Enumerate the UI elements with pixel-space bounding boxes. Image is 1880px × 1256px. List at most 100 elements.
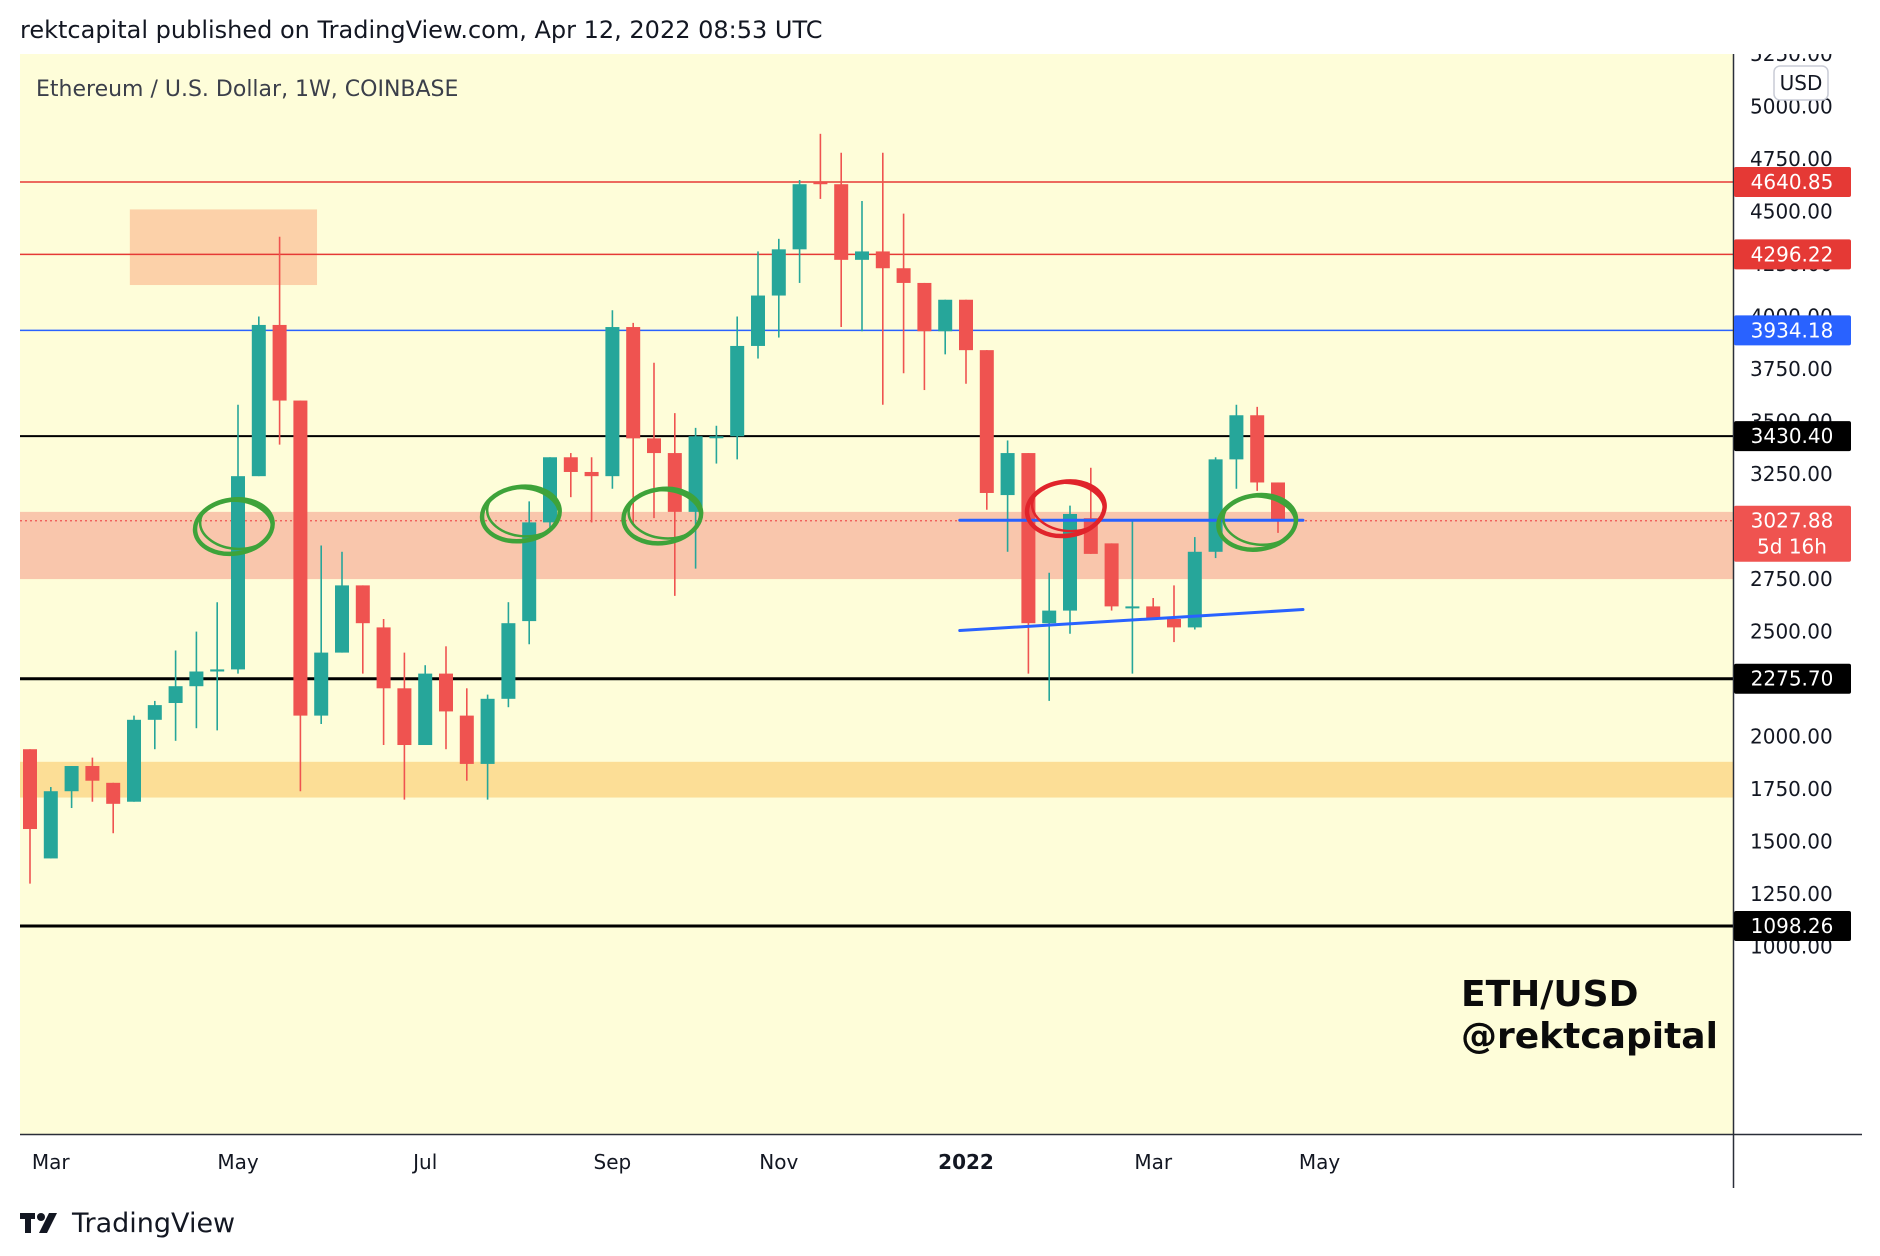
candle-body[interactable] — [938, 299, 953, 332]
candlestick-chart[interactable]: Ethereum / U.S. Dollar, 1W, COINBASE ETH… — [20, 54, 1862, 1188]
candle-body[interactable] — [792, 184, 807, 250]
candle-body[interactable] — [813, 182, 828, 185]
candle[interactable] — [1250, 406, 1265, 491]
candle[interactable] — [855, 201, 869, 332]
candle-body[interactable] — [85, 766, 100, 781]
candle-body[interactable] — [667, 453, 682, 512]
candle[interactable] — [771, 238, 786, 338]
price-chart[interactable]: Ethereum / U.S. Dollar, 1W, COINBASE ETH… — [20, 54, 1862, 1188]
candle[interactable] — [293, 400, 308, 792]
candle[interactable] — [376, 618, 391, 746]
candle-body[interactable] — [335, 585, 349, 653]
candle[interactable] — [418, 665, 433, 746]
candle[interactable] — [23, 749, 37, 884]
candle[interactable] — [210, 602, 225, 731]
candle[interactable] — [272, 236, 287, 445]
candle[interactable] — [231, 404, 245, 674]
candle-body[interactable] — [771, 249, 786, 296]
candle[interactable] — [1042, 572, 1057, 701]
candle[interactable] — [896, 213, 911, 374]
candle-body[interactable] — [959, 299, 973, 351]
candle-body[interactable] — [875, 251, 890, 269]
candle-body[interactable] — [751, 295, 765, 346]
candle[interactable] — [917, 282, 932, 391]
candle[interactable] — [875, 152, 890, 405]
candle-body[interactable] — [127, 719, 141, 802]
candle[interactable] — [584, 457, 599, 523]
candle-body[interactable] — [272, 324, 287, 401]
candle-body[interactable] — [210, 669, 225, 672]
candle-body[interactable] — [543, 457, 557, 523]
candle-body[interactable] — [64, 766, 79, 792]
candle-body[interactable] — [314, 652, 329, 716]
footer-logo[interactable]: TradingView — [20, 1206, 235, 1240]
candle[interactable] — [64, 766, 79, 809]
candle[interactable] — [563, 453, 578, 498]
candle-body[interactable] — [1063, 513, 1077, 611]
candle-body[interactable] — [480, 698, 495, 764]
candle-body[interactable] — [43, 791, 58, 859]
candle-body[interactable] — [418, 673, 433, 746]
candle[interactable] — [1000, 440, 1015, 552]
candle-body[interactable] — [584, 471, 599, 477]
candle-body[interactable] — [397, 688, 412, 746]
candle[interactable] — [730, 316, 745, 460]
candle[interactable] — [667, 413, 682, 596]
candle-body[interactable] — [251, 324, 266, 477]
candle[interactable] — [459, 688, 474, 781]
candle[interactable] — [335, 551, 349, 653]
candle[interactable] — [709, 425, 724, 464]
candle[interactable] — [480, 694, 495, 800]
candle[interactable] — [127, 715, 141, 802]
candle-body[interactable] — [1104, 543, 1119, 607]
candle-body[interactable] — [834, 184, 849, 260]
candle-body[interactable] — [1250, 415, 1265, 483]
candle[interactable] — [314, 545, 329, 725]
candle[interactable] — [85, 757, 100, 802]
candle-body[interactable] — [1167, 618, 1181, 628]
candle[interactable] — [1229, 404, 1244, 489]
candle[interactable] — [251, 316, 266, 477]
currency-badge[interactable] — [1773, 65, 1829, 101]
candle[interactable] — [792, 180, 807, 283]
candle-body[interactable] — [106, 782, 121, 804]
candle[interactable] — [605, 310, 620, 489]
candle-body[interactable] — [855, 251, 869, 260]
candle[interactable] — [439, 646, 453, 750]
candle-body[interactable] — [605, 327, 620, 477]
candle-body[interactable] — [168, 686, 183, 704]
candle[interactable] — [938, 299, 953, 355]
candle-body[interactable] — [1187, 551, 1202, 628]
candle-body[interactable] — [688, 436, 703, 512]
candle[interactable] — [1146, 597, 1161, 619]
candle[interactable] — [834, 152, 849, 328]
candle-body[interactable] — [563, 457, 578, 472]
candle[interactable] — [979, 350, 994, 510]
candle[interactable] — [1125, 520, 1140, 674]
candle-body[interactable] — [709, 436, 724, 439]
candle[interactable] — [1063, 505, 1077, 634]
candle-body[interactable] — [896, 268, 911, 283]
candle[interactable] — [397, 652, 412, 800]
candle[interactable] — [147, 700, 162, 750]
candle[interactable] — [1208, 457, 1223, 559]
candle-body[interactable] — [917, 282, 932, 332]
candle[interactable] — [626, 322, 641, 525]
candle[interactable] — [355, 585, 370, 674]
candle[interactable] — [1187, 537, 1202, 630]
candle[interactable] — [522, 501, 537, 645]
candle-body[interactable] — [1021, 453, 1036, 624]
candle-body[interactable] — [730, 345, 745, 437]
candle[interactable] — [106, 782, 121, 834]
candle-body[interactable] — [501, 623, 516, 699]
candle[interactable] — [501, 602, 516, 708]
candle-body[interactable] — [189, 671, 204, 687]
candle-body[interactable] — [647, 438, 661, 454]
candle-body[interactable] — [1229, 415, 1244, 460]
candle-body[interactable] — [459, 715, 474, 764]
candle-body[interactable] — [626, 327, 641, 439]
candle[interactable] — [43, 787, 58, 859]
candle-body[interactable] — [23, 749, 37, 830]
candle-body[interactable] — [1146, 606, 1161, 619]
candle[interactable] — [751, 251, 765, 359]
